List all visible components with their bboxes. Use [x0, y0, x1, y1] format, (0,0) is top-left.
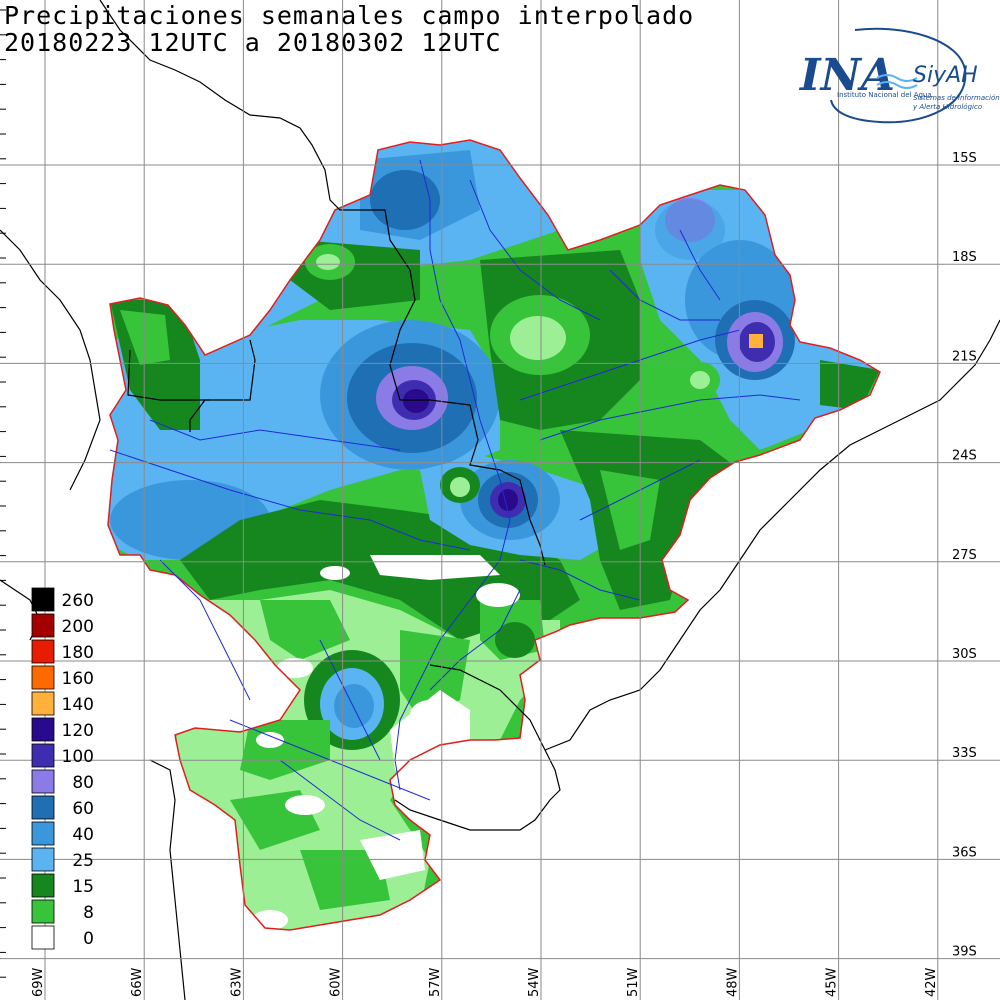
legend-label: 25	[72, 851, 94, 871]
legend-label: 160	[62, 669, 94, 689]
legend-swatch	[31, 717, 55, 742]
longitude-label: 63W	[229, 967, 244, 997]
legend-label: 100	[62, 747, 94, 767]
legend-label: 40	[72, 825, 94, 845]
logo-wave-icon	[876, 74, 918, 82]
logo-arc	[830, 27, 967, 124]
latitude-label: 18S	[952, 250, 977, 265]
legend-label: 8	[83, 903, 94, 923]
map-title: Precipitaciones semanales campo interpol…	[4, 2, 694, 56]
legend-swatch	[31, 873, 55, 898]
legend-label: 180	[62, 643, 94, 663]
title-line-2: 20180223 12UTC a 20180302 12UTC	[4, 28, 502, 57]
logo-tagline-2: y Alerta Hidrológico	[912, 103, 982, 111]
legend-label: 0	[83, 929, 94, 949]
logo-subtitle: Instituto Nacional del Agua	[837, 91, 932, 99]
longitude-label: 69W	[31, 967, 46, 997]
longitude-label: 48W	[725, 967, 740, 997]
latitude-label: 24S	[952, 449, 977, 464]
legend-swatch	[31, 665, 55, 690]
longitude-labels: 69W 66W 63W 60W 57W 54W 51W 48W 45W 42W	[31, 967, 939, 997]
legend-label: 140	[62, 695, 94, 715]
latitude-label: 21S	[952, 349, 977, 364]
legend-swatch	[31, 639, 55, 664]
rivers	[109, 159, 801, 841]
legend-swatch	[31, 899, 55, 924]
legend-label: 260	[62, 591, 94, 611]
logo-tagline-1: Sistemas de información	[913, 94, 1000, 102]
ina-siyah-logo: INA SiyAH Instituto Nacional del Agua Si…	[798, 27, 1000, 124]
latitude-label: 27S	[952, 548, 977, 563]
legend-swatch	[31, 769, 55, 794]
longitude-label: 51W	[626, 967, 641, 997]
legend-swatch	[31, 795, 55, 820]
logo-main-text: INA	[798, 50, 895, 101]
legend-label: 120	[62, 721, 94, 741]
legend-label: 15	[72, 877, 94, 897]
longitude-label: 57W	[428, 967, 443, 997]
logo-side-text: SiyAH	[913, 63, 978, 88]
legend-label: 200	[62, 617, 94, 637]
title-line-1: Precipitaciones semanales campo interpol…	[4, 1, 695, 30]
legend-label: 60	[72, 799, 94, 819]
longitude-label: 60W	[329, 967, 344, 997]
legend-swatch	[31, 925, 55, 950]
legend-swatch	[31, 821, 55, 846]
legend-swatch	[31, 613, 55, 638]
longitude-label: 45W	[825, 967, 840, 997]
latitude-label: 36S	[952, 845, 977, 860]
latitude-label: 33S	[952, 746, 977, 761]
logo-wave-icon-2	[876, 81, 918, 89]
longitude-label: 66W	[130, 967, 145, 997]
latitude-labels: 15S 18S 21S 24S 27S 30S 33S 36S 39S	[952, 151, 977, 960]
longitude-label: 42W	[924, 967, 939, 997]
latitude-label: 30S	[952, 647, 977, 662]
latitude-label: 39S	[952, 945, 977, 960]
legend-swatch	[31, 847, 55, 872]
legend-swatch	[31, 743, 55, 768]
legend-label: 80	[72, 773, 94, 793]
longitude-label: 54W	[527, 967, 542, 997]
legend-swatch	[31, 587, 55, 612]
legend-swatch	[31, 691, 55, 716]
latitude-label: 15S	[952, 151, 977, 166]
